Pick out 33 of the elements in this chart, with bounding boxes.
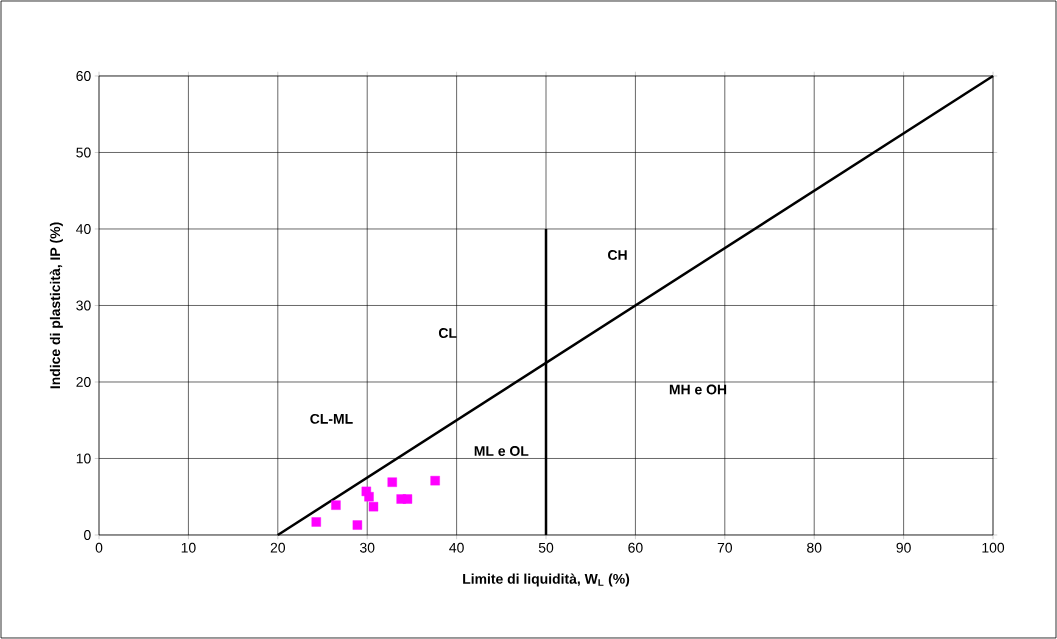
point bbox=[430, 475, 440, 486]
x-tick-label: 90 bbox=[896, 542, 911, 553]
y-tick-label: 20 bbox=[76, 377, 91, 387]
annotation: MH e OH bbox=[669, 384, 727, 395]
x-tick-label: 70 bbox=[717, 542, 733, 553]
x-tick-label: 10 bbox=[181, 542, 196, 553]
point bbox=[364, 492, 374, 502]
point bbox=[311, 517, 321, 527]
y-tick-label: 40 bbox=[76, 224, 91, 234]
y-tick-label: 50 bbox=[76, 147, 91, 158]
x-axis-title: Limite di liquidità, W$_{L}$ (%) bbox=[463, 573, 630, 587]
x-tick-label: 30 bbox=[359, 542, 375, 553]
x-tick-label: 40 bbox=[449, 542, 464, 553]
point bbox=[352, 520, 363, 530]
annotation: CL-ML bbox=[310, 413, 353, 424]
point bbox=[387, 477, 397, 487]
y-tick-label: 0 bbox=[84, 530, 91, 540]
annotation: ML e OL bbox=[474, 446, 529, 456]
annotation: CL bbox=[438, 328, 457, 338]
y-axis-title: Indice di plasticità, IP (%) bbox=[49, 222, 63, 389]
x-tick-label: 50 bbox=[538, 542, 554, 553]
x-tick-label: 100 bbox=[982, 542, 1005, 553]
x-tick-label: 60 bbox=[628, 542, 643, 553]
annotation: CH bbox=[608, 250, 627, 260]
point bbox=[368, 501, 379, 512]
y-tick-label: 10 bbox=[76, 453, 91, 464]
y-tick-label: 30 bbox=[76, 300, 91, 311]
x-tick-label: 0 bbox=[95, 542, 103, 553]
point bbox=[402, 494, 413, 504]
y-tick-label: 60 bbox=[76, 71, 91, 81]
x-tick-label: 20 bbox=[270, 542, 286, 553]
point bbox=[331, 500, 341, 510]
x-tick-label: 80 bbox=[807, 542, 822, 553]
